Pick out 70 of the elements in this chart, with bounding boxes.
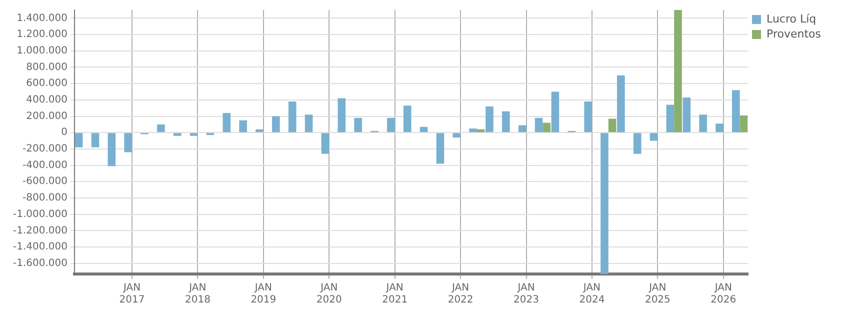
y-tick-label: -800.000: [22, 192, 68, 204]
bar: [272, 116, 280, 132]
bar: [239, 120, 247, 132]
x-tick-label: JAN 2018: [184, 282, 210, 306]
bar: [304, 114, 313, 132]
bar: [486, 106, 494, 132]
y-tick-label: 200.000: [26, 110, 68, 122]
bar: [157, 124, 165, 132]
bar: [716, 124, 724, 132]
bar: [108, 133, 116, 166]
y-tick-label: -1.000.000: [12, 208, 68, 220]
y-tick-label: -200.000: [22, 144, 68, 155]
x-tick-label: JAN 2023: [514, 282, 539, 306]
bar: [584, 102, 592, 132]
bar: [190, 133, 198, 136]
y-tick-label: 1.000.000: [16, 45, 68, 56]
bar: [551, 92, 560, 132]
y-tick-label: -1.600.000: [12, 258, 68, 269]
bar: [354, 118, 362, 132]
bar: [666, 104, 674, 132]
x-tick-label: JAN 2017: [119, 282, 145, 306]
bar: [124, 133, 132, 152]
bar: [699, 114, 707, 132]
bar: [502, 111, 510, 132]
bar: [173, 133, 182, 136]
y-tick-label: 1.400.000: [16, 12, 68, 24]
y-tick-label: 400.000: [26, 94, 68, 106]
bar: [650, 133, 658, 141]
y-tick-label: 600.000: [26, 78, 68, 90]
bar: [403, 106, 412, 132]
bar: [74, 133, 83, 148]
bar: [600, 133, 608, 274]
bar: [452, 133, 461, 138]
x-tick-label: JAN 2026: [710, 282, 736, 306]
bar: [682, 97, 691, 132]
bar: [321, 133, 330, 154]
y-tick-label: 800.000: [26, 62, 68, 73]
x-tick-label: JAN 2020: [316, 282, 342, 306]
y-tick-label: 1.200.000: [16, 29, 68, 40]
y-tick-label: 0: [61, 127, 68, 138]
bar: [617, 75, 625, 132]
bar: [542, 122, 550, 132]
bar: [288, 102, 296, 132]
x-tick-label: JAN 2022: [448, 282, 474, 306]
bar: [91, 133, 100, 148]
bar: [436, 133, 444, 164]
bar: [476, 129, 485, 132]
y-tick-label: -600.000: [22, 176, 68, 188]
bar: [387, 118, 395, 132]
y-tick-label: -1.200.000: [12, 225, 68, 236]
bar: [222, 112, 231, 132]
bar: [420, 126, 428, 132]
legend-label: Proventos: [766, 27, 822, 40]
bar: [674, 10, 682, 132]
bar: [740, 115, 748, 132]
y-tick-label: -400.000: [22, 160, 68, 171]
x-tick-label: JAN 2021: [382, 282, 408, 306]
bar: [518, 125, 526, 132]
x-tick-label: JAN 2025: [644, 282, 670, 306]
x-tick-label: JAN 2024: [579, 282, 605, 306]
bar: [469, 128, 477, 132]
y-tick-label: -1.400.000: [12, 242, 68, 253]
bar: [633, 133, 642, 154]
bar: [732, 90, 740, 132]
bar: [608, 118, 616, 132]
bar: [534, 118, 543, 132]
bar: [256, 129, 264, 132]
bar: [338, 98, 346, 132]
legend-label: Lucro Líq: [766, 12, 816, 26]
x-tick-label: JAN 2019: [250, 282, 276, 306]
